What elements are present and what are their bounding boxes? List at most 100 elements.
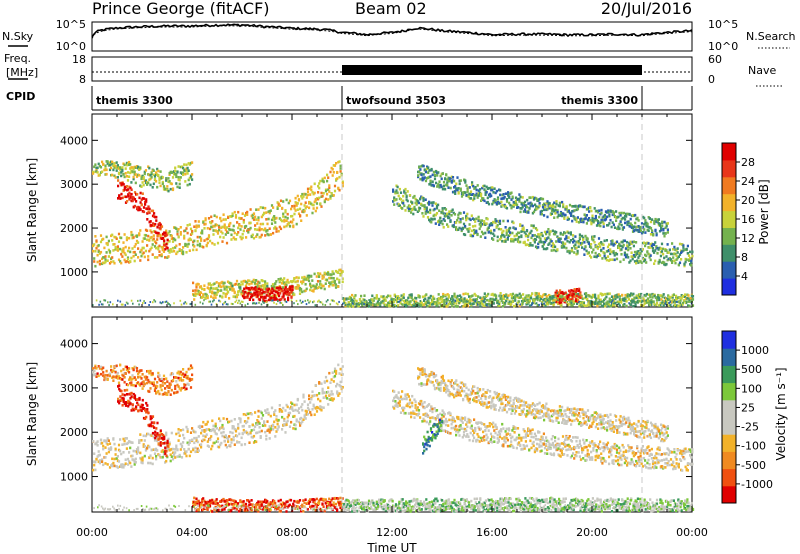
scatter-cell [175, 173, 178, 176]
scatter-cell [318, 275, 321, 278]
scatter-cell [215, 286, 218, 290]
scatter-cell [544, 203, 547, 207]
scatter-cell [615, 219, 618, 222]
scatter-cell [239, 420, 242, 424]
freq-label-2: [MHz] [6, 66, 38, 79]
scatter-cell [410, 293, 413, 296]
scatter-cell [126, 457, 130, 461]
scatter-cell [197, 449, 200, 452]
ground-scatter-cell [658, 304, 660, 307]
scatter-cell [214, 291, 217, 295]
scatter-cell [429, 182, 432, 185]
scatter-cell [575, 217, 578, 220]
scatter-cell [677, 304, 680, 308]
scatter-cell [630, 242, 633, 245]
scatter-cell [166, 246, 169, 250]
ground-scatter-cell [525, 301, 528, 304]
scatter-cell [221, 296, 224, 299]
scatter-cell [530, 236, 533, 240]
ground-scatter-cell [343, 301, 345, 304]
scatter-cell [162, 236, 165, 240]
scatter-cell [168, 173, 171, 176]
scatter-cell [159, 170, 162, 173]
scatter-cell [312, 290, 315, 293]
scatter-cell [302, 418, 305, 421]
scatter-cell [176, 232, 179, 236]
scatter-cell [494, 221, 497, 225]
scatter-cell [261, 206, 265, 210]
scatter-cell [341, 184, 344, 188]
scatter-cell [222, 427, 225, 431]
scatter-cell [400, 298, 403, 301]
scatter-cell [312, 207, 315, 210]
scatter-cell [626, 244, 629, 247]
scatter-cell [478, 227, 481, 231]
scatter-cell [113, 174, 116, 178]
scatter-cell [604, 304, 607, 308]
scatter-cell [448, 179, 451, 183]
ground-scatter-cell [433, 301, 435, 304]
ground-scatter-cell [518, 300, 520, 303]
scatter-cell [140, 177, 143, 181]
scatter-cell [679, 299, 682, 302]
scatter-cell [125, 238, 128, 242]
scatter-cell [108, 250, 112, 253]
ground-scatter-cell [100, 303, 103, 306]
scatter-cell [527, 202, 530, 205]
scatter-cell [292, 224, 295, 228]
scatter-cell [428, 203, 431, 206]
scatter-cell [186, 245, 189, 248]
scatter-cell [150, 235, 153, 239]
scatter-cell [294, 408, 297, 412]
scatter-cell [93, 243, 96, 246]
scatter-cell [275, 418, 278, 421]
scatter-cell [455, 226, 458, 229]
ground-scatter-cell [397, 300, 399, 303]
scatter-cell [134, 181, 137, 185]
scatter-cell [507, 234, 511, 237]
scatter-cell [313, 272, 316, 276]
scatter-cell [484, 236, 487, 239]
scatter-cell [567, 231, 570, 235]
ground-scatter-cell [632, 300, 634, 303]
scatter-cell [514, 227, 517, 231]
scatter-cell [135, 235, 139, 238]
scatter-cell [290, 290, 293, 294]
scatter-cell [283, 417, 286, 421]
scatter-cell [594, 217, 597, 220]
scatter-cell [137, 165, 140, 169]
scatter-cell [592, 238, 595, 242]
scatter-cell [227, 440, 230, 443]
scatter-cell [120, 171, 123, 174]
ground-scatter-cell [137, 299, 139, 302]
scatter-cell [238, 432, 241, 436]
scatter-cell [538, 204, 541, 208]
scatter-cell [526, 198, 529, 202]
scatter-cell [591, 293, 594, 297]
scatter-cell [309, 288, 312, 292]
scatter-cell [439, 184, 442, 187]
scatter-cell [106, 243, 109, 247]
scatter-cell [236, 441, 239, 444]
scatter-cell [499, 193, 502, 197]
scatter-cell [605, 258, 608, 262]
scatter-cell [144, 179, 148, 182]
scatter-cell [638, 228, 641, 232]
ground-scatter-cell [474, 300, 477, 303]
scatter-cell [114, 447, 117, 451]
ground-scatter-cell [305, 303, 308, 306]
scatter-cell [375, 295, 378, 298]
ground-scatter-cell [382, 300, 384, 303]
scatter-cell [301, 408, 304, 412]
scatter-cell [665, 222, 668, 225]
ground-scatter-cell [620, 301, 623, 304]
scatter-cell [284, 286, 287, 289]
scatter-cell [285, 219, 288, 222]
scatter-cell [679, 303, 682, 306]
scatter-cell [249, 431, 252, 434]
scatter-cell [486, 228, 489, 232]
scatter-cell [288, 407, 292, 410]
scatter-cell [388, 303, 391, 307]
scatter-cell [123, 185, 126, 189]
y-tick-label: 3000 [60, 178, 88, 191]
